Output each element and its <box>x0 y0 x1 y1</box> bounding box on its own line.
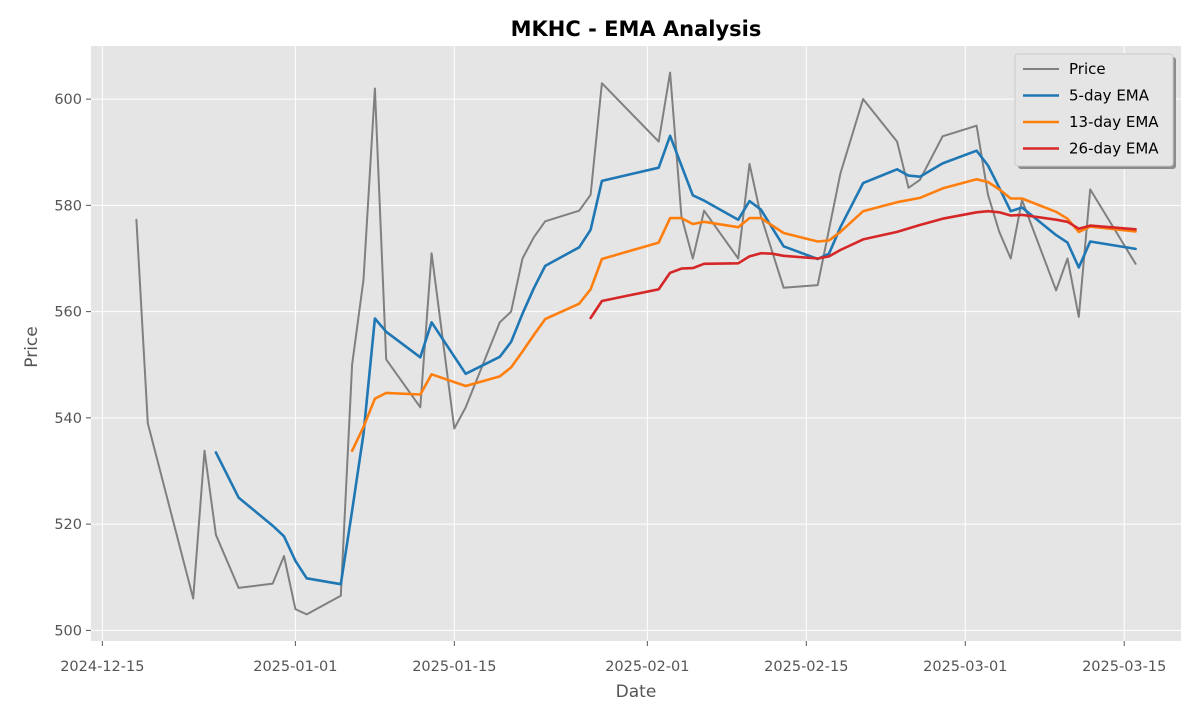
y-tick-label: 500 <box>54 623 82 639</box>
x-tick-label: 2025-01-01 <box>253 659 337 675</box>
x-tick-label: 2025-03-01 <box>923 659 1007 675</box>
series-lines <box>135 71 1137 616</box>
x-tick-label: 2024-12-15 <box>60 659 144 675</box>
legend-label: 26-day EMA <box>1069 140 1159 158</box>
legend-box <box>1014 53 1174 167</box>
chart-title: MKHC - EMA Analysis <box>511 17 762 41</box>
legend-label: Price <box>1069 60 1106 78</box>
y-tick-label: 600 <box>54 92 82 108</box>
y-tick-label: 560 <box>54 305 82 321</box>
axis-ticks: 500 520 540 560 580 600 2024-12-15 2025-01-01 20… <box>54 92 1166 675</box>
x-tick-label: 2025-02-15 <box>764 659 848 675</box>
plot-area <box>91 46 1181 641</box>
y-tick-label: 580 <box>54 198 82 214</box>
series-line-price <box>135 71 1137 616</box>
series-line-13-day-ema <box>350 178 1137 453</box>
series-line-26-day-ema <box>589 209 1137 320</box>
y-axis-label: Price <box>22 326 42 367</box>
legend-label: 13-day EMA <box>1069 113 1159 131</box>
y-tick-label: 520 <box>54 517 82 533</box>
x-tick-label: 2025-03-15 <box>1082 659 1166 675</box>
x-axis-label: Date <box>616 682 657 702</box>
legend: Price 5-day EMA 13-day EMA 26-day EMA <box>1014 53 1176 169</box>
y-tick-label: 540 <box>54 411 82 427</box>
x-tick-label: 2025-02-01 <box>605 659 689 675</box>
grid <box>91 46 1181 641</box>
series-line-5-day-ema <box>214 134 1137 586</box>
x-tick-label: 2025-01-15 <box>412 659 496 675</box>
legend-label: 5-day EMA <box>1069 87 1150 105</box>
